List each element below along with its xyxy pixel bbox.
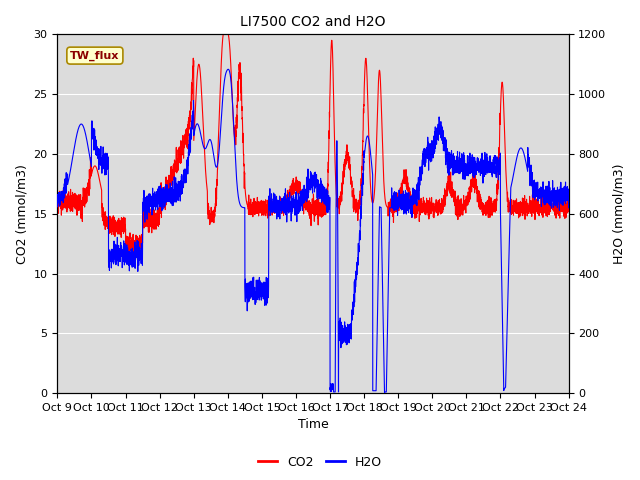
Text: TW_flux: TW_flux (70, 50, 120, 61)
Y-axis label: CO2 (mmol/m3): CO2 (mmol/m3) (15, 164, 28, 264)
X-axis label: Time: Time (298, 419, 328, 432)
Legend: CO2, H2O: CO2, H2O (253, 451, 387, 474)
Y-axis label: H2O (mmol/m3): H2O (mmol/m3) (612, 164, 625, 264)
Title: LI7500 CO2 and H2O: LI7500 CO2 and H2O (240, 15, 386, 29)
